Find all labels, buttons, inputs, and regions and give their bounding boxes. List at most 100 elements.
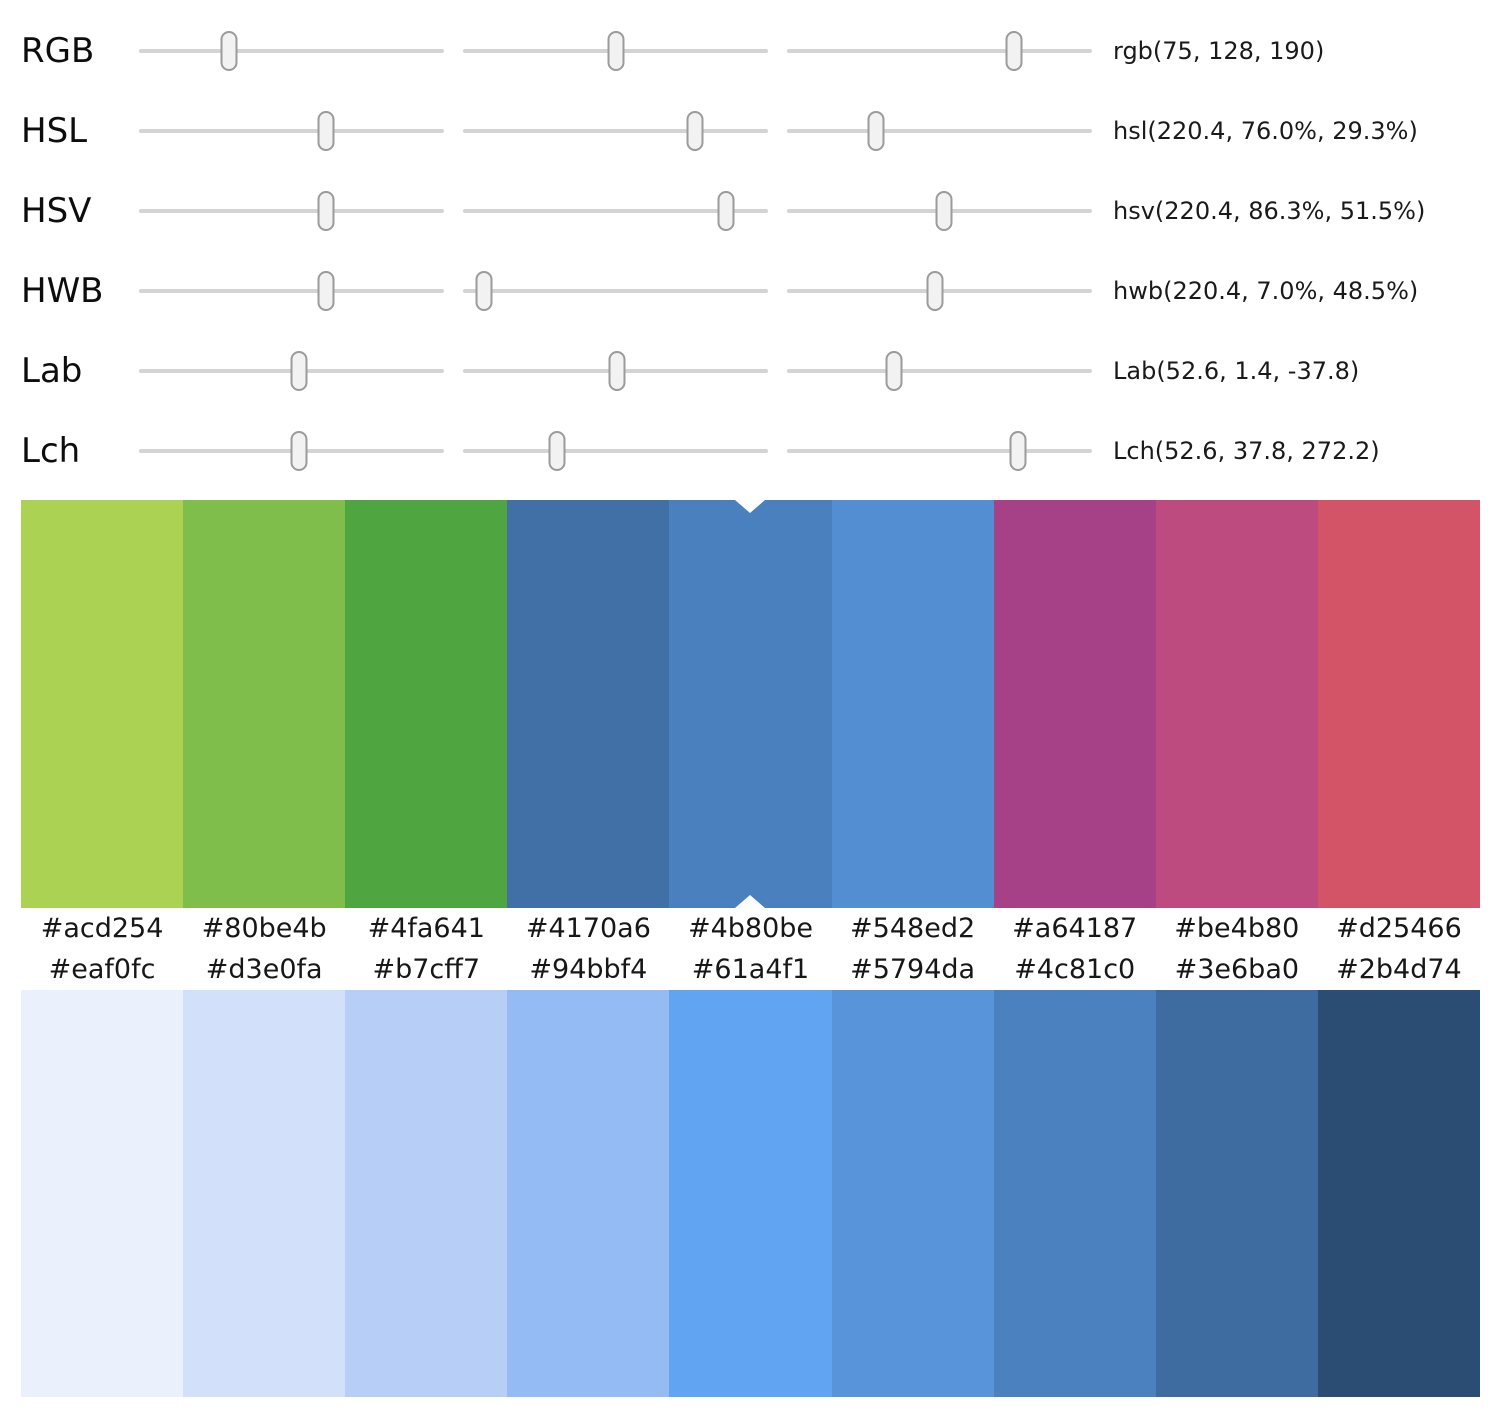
rgb-red-slider[interactable] — [139, 31, 444, 71]
lab-value-text: Lab(52.6, 1.4, -37.8) — [1113, 357, 1360, 385]
palette-swatch[interactable] — [1317, 990, 1480, 1397]
hex-code-label: #acd254 — [40, 913, 164, 944]
hex-code-label: #b7cff7 — [372, 954, 481, 985]
palette-swatch[interactable] — [21, 500, 184, 908]
lab-l-slider-thumb[interactable] — [290, 351, 308, 391]
lch-chroma-slider[interactable] — [463, 431, 768, 471]
hwb-hue-slider[interactable] — [139, 271, 444, 311]
lab-sliders — [139, 351, 1092, 391]
hsv-saturation-slider[interactable] — [463, 191, 768, 231]
slider-row-hwb: HWB hwb(220.4, 7.0%, 48.5%) — [0, 251, 1501, 331]
hex-code-label: #eaf0fc — [48, 954, 156, 985]
hex-code-label: #be4b80 — [1174, 913, 1300, 944]
hex-code-label: #4170a6 — [525, 913, 651, 944]
rgb-blue-slider[interactable] — [787, 31, 1092, 71]
rgb-green-slider[interactable] — [463, 31, 768, 71]
lch-sliders — [139, 431, 1092, 471]
hex-code-label: #a64187 — [1012, 913, 1138, 944]
palette-swatch[interactable] — [507, 500, 670, 908]
color-slider-panel: RGB rgb(75, 128, 190) HSL hsl(220.4, 76.… — [0, 0, 1501, 491]
hex-code-label: #5794da — [850, 954, 976, 985]
hwb-whiteness-slider[interactable] — [463, 271, 768, 311]
palette-swatch[interactable] — [993, 990, 1156, 1397]
hwb-blackness-slider[interactable] — [787, 271, 1092, 311]
palette-swatch[interactable] — [1317, 500, 1480, 908]
palette-swatch[interactable] — [507, 990, 670, 1397]
palette-swatch[interactable] — [183, 990, 346, 1397]
lab-a-slider-thumb[interactable] — [608, 351, 626, 391]
hex-labels-bottom: #eaf0fc #d3e0fa #b7cff7 #94bbf4 #61a4f1 … — [21, 949, 1480, 990]
colorspace-label-hsl: HSL — [21, 111, 88, 151]
hsl-lightness-slider[interactable] — [787, 111, 1092, 151]
hex-code-label: #80be4b — [201, 913, 327, 944]
hsl-lightness-slider-thumb[interactable] — [867, 111, 885, 151]
hsv-hue-slider-thumb[interactable] — [317, 191, 335, 231]
hwb-whiteness-slider-thumb[interactable] — [475, 271, 493, 311]
hex-code-label: #61a4f1 — [691, 954, 810, 985]
hsv-sliders — [139, 191, 1092, 231]
palette-swatch[interactable] — [669, 990, 832, 1397]
hsv-hue-slider[interactable] — [139, 191, 444, 231]
hwb-sliders — [139, 271, 1092, 311]
lch-l-slider-thumb[interactable] — [290, 431, 308, 471]
rgb-blue-slider-thumb[interactable] — [1005, 31, 1023, 71]
hex-code-label: #4c81c0 — [1014, 954, 1136, 985]
hex-code-label: #d3e0fa — [205, 954, 323, 985]
hsl-saturation-slider-thumb[interactable] — [686, 111, 704, 151]
lch-hue-slider[interactable] — [787, 431, 1092, 471]
selected-notch-top-icon — [735, 500, 766, 513]
colorspace-label-hsv: HSV — [21, 191, 92, 231]
palette-swatch[interactable] — [345, 500, 508, 908]
hex-code-label: #d25466 — [1336, 913, 1462, 944]
lab-l-slider[interactable] — [139, 351, 444, 391]
colorspace-label-hwb: HWB — [21, 271, 104, 311]
rgb-sliders — [139, 31, 1092, 71]
lch-chroma-slider-thumb[interactable] — [548, 431, 566, 471]
palette-swatch[interactable] — [1155, 990, 1318, 1397]
hwb-blackness-slider-thumb[interactable] — [926, 271, 944, 311]
lch-hue-slider-thumb[interactable] — [1009, 431, 1027, 471]
hex-code-label: #3e6ba0 — [1174, 954, 1300, 985]
palette-swatch[interactable] — [831, 990, 994, 1397]
hsl-saturation-slider[interactable] — [463, 111, 768, 151]
palette-swatch[interactable] — [345, 990, 508, 1397]
hex-code-label: #2b4d74 — [1336, 954, 1462, 985]
lab-b-slider-thumb[interactable] — [885, 351, 903, 391]
colorspace-label-lab: Lab — [21, 351, 83, 391]
lab-a-slider[interactable] — [463, 351, 768, 391]
hsl-sliders — [139, 111, 1092, 151]
palette-swatch[interactable] — [21, 990, 184, 1397]
slider-row-lab: Lab Lab(52.6, 1.4, -37.8) — [0, 331, 1501, 411]
palette-bottom — [21, 990, 1480, 1397]
palette-swatch[interactable] — [993, 500, 1156, 908]
lch-value-text: Lch(52.6, 37.8, 272.2) — [1113, 437, 1380, 465]
selected-notch-bottom-icon — [735, 895, 766, 908]
hsl-hue-slider[interactable] — [139, 111, 444, 151]
lab-b-slider[interactable] — [787, 351, 1092, 391]
hsv-value-text: hsv(220.4, 86.3%, 51.5%) — [1113, 197, 1426, 225]
hex-code-label: #94bbf4 — [529, 954, 648, 985]
palette-swatch-selected[interactable] — [669, 500, 832, 908]
palette-top — [21, 500, 1480, 908]
hsl-hue-slider-thumb[interactable] — [317, 111, 335, 151]
rgb-red-slider-thumb[interactable] — [220, 31, 238, 71]
slider-row-hsv: HSV hsv(220.4, 86.3%, 51.5%) — [0, 171, 1501, 251]
hex-code-label: #4fa641 — [367, 913, 485, 944]
hsl-value-text: hsl(220.4, 76.0%, 29.3%) — [1113, 117, 1418, 145]
colorspace-label-lch: Lch — [21, 431, 81, 471]
palette-swatch[interactable] — [183, 500, 346, 908]
hsv-value-slider[interactable] — [787, 191, 1092, 231]
palette-swatch[interactable] — [1155, 500, 1318, 908]
rgb-value-text: rgb(75, 128, 190) — [1113, 37, 1325, 65]
hwb-hue-slider-thumb[interactable] — [317, 271, 335, 311]
lch-l-slider[interactable] — [139, 431, 444, 471]
hex-labels-top: #acd254 #80be4b #4fa641 #4170a6 #4b80be … — [21, 908, 1480, 949]
slider-row-lch: Lch Lch(52.6, 37.8, 272.2) — [0, 411, 1501, 491]
hex-code-label: #548ed2 — [850, 913, 976, 944]
palette-swatch[interactable] — [831, 500, 994, 908]
rgb-green-slider-thumb[interactable] — [607, 31, 625, 71]
hsv-saturation-slider-thumb[interactable] — [717, 191, 735, 231]
hsv-value-slider-thumb[interactable] — [935, 191, 953, 231]
colorspace-label-rgb: RGB — [21, 31, 95, 71]
hwb-value-text: hwb(220.4, 7.0%, 48.5%) — [1113, 277, 1419, 305]
